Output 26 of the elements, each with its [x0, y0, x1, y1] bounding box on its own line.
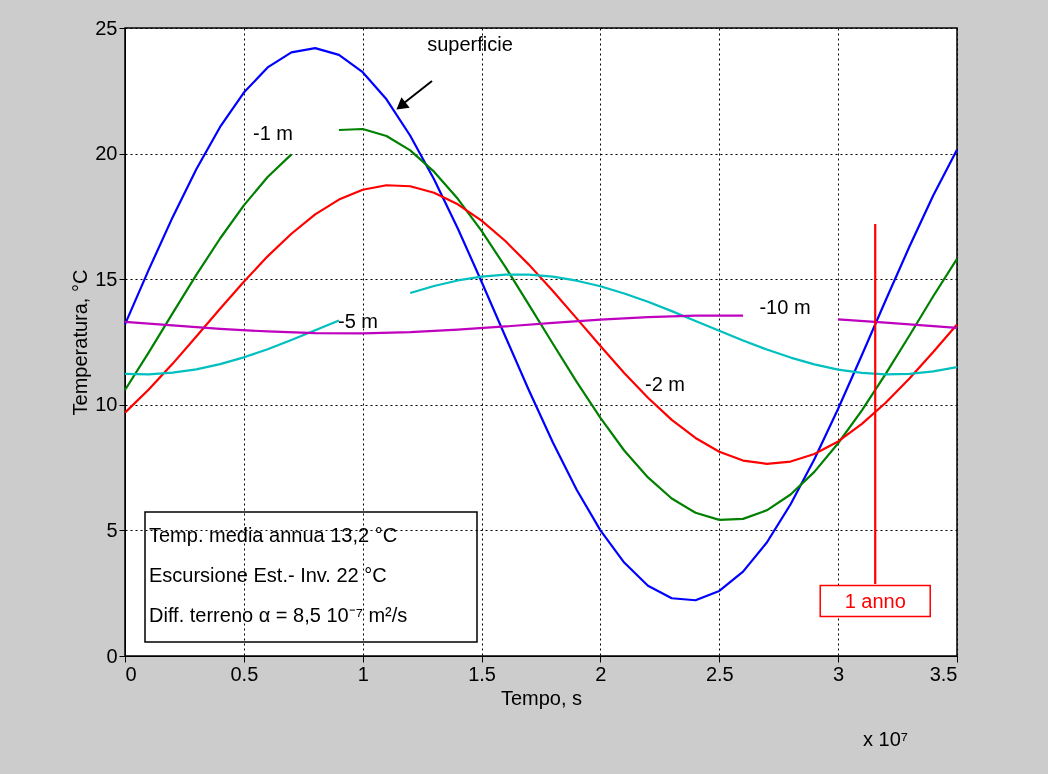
y-tick-label: 25: [95, 16, 118, 39]
x-tick-label: 0.5: [230, 662, 259, 685]
x-tick-label: 2.5: [705, 662, 734, 685]
y-tick-label: 0: [106, 644, 118, 667]
y-tick-label: 20: [95, 142, 118, 165]
series-label: -10 m: [759, 296, 811, 318]
x-tick-label: 3: [833, 662, 845, 685]
series-label: -5 m: [338, 310, 378, 332]
y-tick-label: 5: [106, 518, 118, 541]
text: x 10⁷: [863, 728, 909, 750]
x-axis-title: Tempo, s: [500, 686, 583, 709]
y-tick-label: 15: [95, 267, 118, 290]
x-tick-label: 2: [595, 662, 607, 685]
x-tick-label: 0: [125, 662, 137, 685]
x-tick-label: 3.5: [929, 662, 958, 685]
ref-line-label: 1 anno: [844, 590, 906, 612]
x-tick-label: 1: [357, 662, 369, 685]
y-axis-title: Temperatura, °C: [69, 269, 92, 416]
annotation: Escursione Est.- Inv. 22 °C: [149, 564, 387, 586]
text: superficie: [427, 33, 513, 55]
annotation: Diff. terreno α = 8,5 10⁻⁷ m²/s: [149, 604, 408, 626]
series-label: -2 m: [645, 373, 685, 395]
series-label: -1 m: [253, 122, 293, 144]
annotation: Temp. media annua 13,2 °C: [149, 524, 398, 546]
x-tick-label: 1.5: [468, 662, 496, 685]
y-tick-label: 10: [95, 393, 118, 416]
